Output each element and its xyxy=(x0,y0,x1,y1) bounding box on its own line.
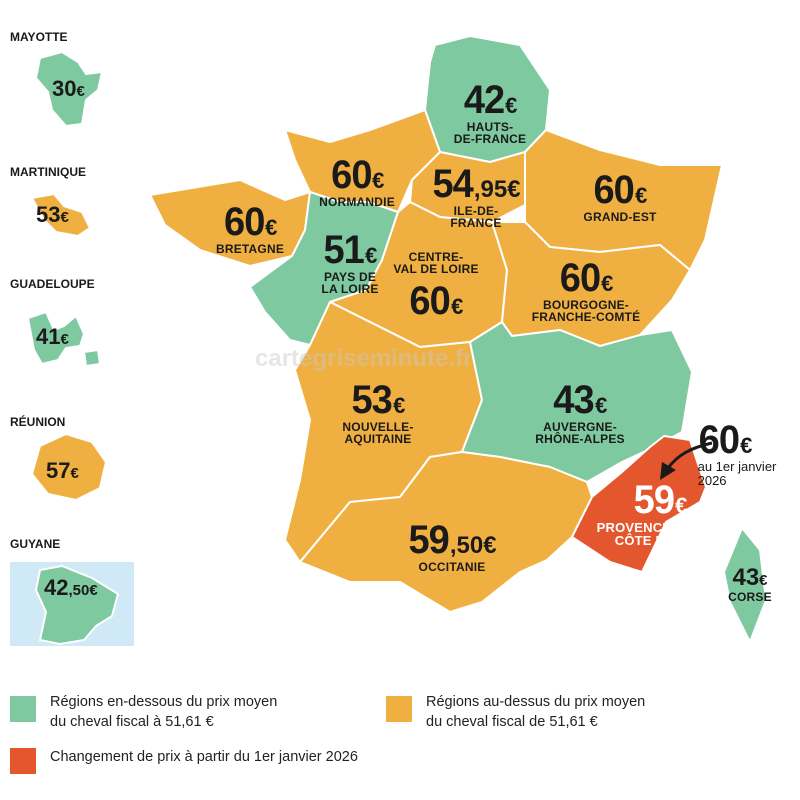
region-corse[interactable] xyxy=(723,527,767,643)
overseas-martinique-shape[interactable] xyxy=(31,193,91,237)
mayotte-title: MAYOTTE xyxy=(10,30,68,44)
label-bourgogne-franche-comte: 60€ BOURGOGNE- FRANCHE-COMTÉ xyxy=(531,256,641,324)
reunion-price: 57€ xyxy=(46,458,79,483)
legend-below-text: Régions en-dessous du prix moyen du chev… xyxy=(50,694,278,730)
label-hauts-de-france: 42€ HAUTS- DE-FRANCE xyxy=(453,78,527,146)
arrow-head-icon xyxy=(660,462,676,480)
label-paca-change: 60€ au 1er janvier 2026 xyxy=(697,418,777,488)
label-centre-val-de-loire: CENTRE- VAL DE LOIRE 60€ xyxy=(393,250,479,323)
arrow-icon xyxy=(666,441,713,469)
label-bretagne: 60€ BRETAGNE xyxy=(215,200,285,256)
guadeloupe-title: GUADELOUPE xyxy=(10,277,95,291)
legend-swatch-orange xyxy=(386,696,412,722)
legend-above-text: Régions au-dessus du prix moyen du cheva… xyxy=(426,694,646,730)
overseas-guadeloupe-shape[interactable] xyxy=(27,311,85,365)
overseas-guadeloupe-islet[interactable] xyxy=(83,349,101,367)
legend-swatch-green xyxy=(10,696,36,722)
legend-change: Changement de prix à partir du 1er janvi… xyxy=(10,744,358,774)
label-occitanie: 59,50€ OCCITANIE xyxy=(408,518,497,574)
guyane-title: GUYANE xyxy=(10,537,61,551)
legend-swatch-red xyxy=(10,748,36,774)
martinique-price: 53€ xyxy=(36,202,69,227)
overseas-mayotte-shape[interactable] xyxy=(35,51,103,127)
guadeloupe-price: 41€ xyxy=(36,324,69,349)
label-corse: 43€ CORSE xyxy=(728,564,772,604)
overseas-guyane-shape[interactable] xyxy=(34,564,120,646)
legend-below: Régions en-dessous du prix moyen du chev… xyxy=(10,692,277,732)
label-auvergne-rhone-alpes: 43€ AUVERGNE- RHÔNE-ALPES xyxy=(535,378,625,446)
reunion-title: RÉUNION xyxy=(10,415,66,429)
label-nouvelle-aquitaine: 53€ NOUVELLE- AQUITAINE xyxy=(342,378,414,446)
overseas-reunion-shape[interactable] xyxy=(31,433,107,501)
mayotte-price: 30€ xyxy=(52,76,85,101)
label-pays-de-la-loire: 51€ PAYS DE LA LOIRE xyxy=(321,228,379,296)
region-normandie[interactable] xyxy=(284,109,441,213)
guyane-price: 42,50€ xyxy=(44,575,98,600)
label-normandie: 60€ NORMANDIE xyxy=(319,153,395,209)
legend-change-text: Changement de prix à partir du 1er janvi… xyxy=(50,749,358,765)
label-ile-de-france: 54,95€ ILE-DE- FRANCE xyxy=(432,162,521,230)
martinique-title: MARTINIQUE xyxy=(10,165,86,179)
watermark: cartegriseminute.fr xyxy=(255,345,473,372)
label-paca: 59€ PROVENCE- ALPES CÔTE D'AZUR xyxy=(596,478,724,548)
label-grand-est: 60€ GRAND-EST xyxy=(583,168,657,224)
legend-above: Régions au-dessus du prix moyen du cheva… xyxy=(386,692,645,732)
